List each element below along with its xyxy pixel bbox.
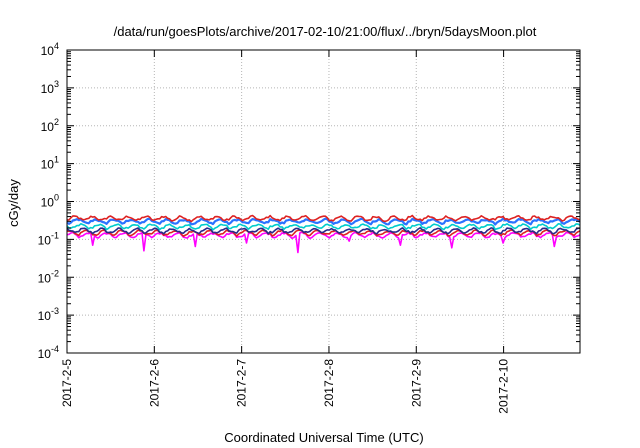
- series-group: [66, 214, 581, 254]
- y-tick-label: 104: [41, 41, 59, 58]
- x-tick-label: 2017-2-9: [409, 359, 423, 407]
- y-tick-label: 10-2: [38, 268, 59, 285]
- y-axis: 10-4 10-3 10-2 10-1 100 101 102 103 104: [38, 41, 580, 361]
- y-tick-label: 102: [41, 117, 59, 134]
- series-line: [67, 214, 581, 223]
- series-line: [66, 217, 581, 226]
- plot-frame: [66, 49, 581, 354]
- y-tick-label: 10-4: [38, 344, 59, 361]
- y-tick-label: 101: [41, 155, 59, 172]
- x-tick-label: 2017-2-10: [497, 359, 511, 414]
- grid: [67, 50, 580, 353]
- y-tick-label: 103: [41, 79, 59, 96]
- x-tick-label: 2017-2-7: [235, 359, 249, 407]
- x-tick-label: 2017-2-8: [322, 359, 336, 407]
- x-axis-label: Coordinated Universal Time (UTC): [224, 430, 423, 445]
- y-tick-label: 10-3: [38, 306, 59, 323]
- x-tick-label: 2017-2-6: [147, 359, 161, 407]
- series-line: [66, 227, 580, 235]
- y-tick-label: 10-1: [38, 230, 59, 247]
- series-line: [66, 223, 581, 231]
- series-line: [66, 231, 581, 254]
- chart-title: /data/run/goesPlots/archive/2017-02-10/2…: [114, 24, 537, 39]
- x-tick-label: 2017-2-5: [60, 359, 74, 407]
- y-tick-label: 100: [41, 193, 59, 210]
- x-axis: 2017-2-5 2017-2-6 2017-2-7 2017-2-8 2017-2-9…: [60, 50, 511, 414]
- y-axis-label: cGy/day: [6, 179, 21, 227]
